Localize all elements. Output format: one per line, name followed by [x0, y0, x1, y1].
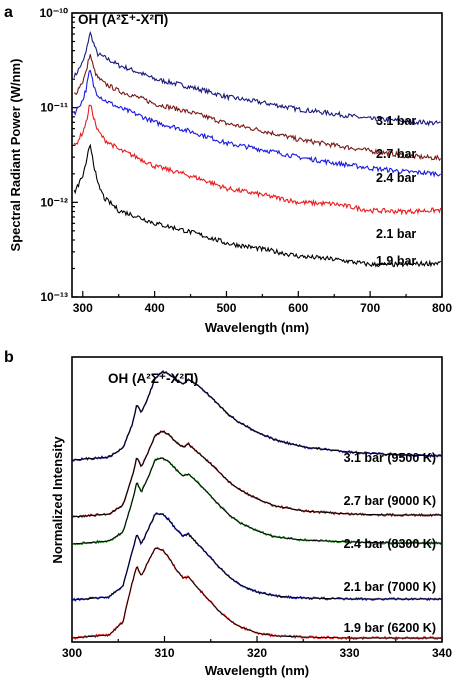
fit-line-b — [71, 513, 442, 601]
series-line-a — [73, 143, 441, 268]
series-label-a: 2.7 bar — [376, 147, 416, 161]
x-axis-label-b: Wavelength (nm) — [205, 663, 309, 678]
series-line-a — [73, 69, 441, 178]
annotation-b: OH (A²Σ⁺-X²Π) — [108, 371, 198, 386]
series-label-a: 1.9 bar — [376, 254, 416, 268]
x-tick-label-a: 800 — [432, 301, 452, 315]
y-tick-label-a: 10⁻¹¹ — [40, 101, 68, 115]
y-tick-label-a: 10⁻¹² — [40, 195, 68, 209]
series-label-a: 3.1 bar — [376, 114, 416, 128]
x-tick-label-b: 320 — [247, 646, 267, 660]
x-tick-label-b: 340 — [432, 646, 452, 660]
annotation-a: OH (A²Σ⁺-X²Π) — [78, 12, 168, 27]
panel-label-b: b — [4, 349, 14, 366]
fit-line-b — [71, 547, 442, 639]
fit-line-b — [71, 457, 442, 545]
x-tick-label-b: 310 — [154, 646, 174, 660]
panel-b: b 300 310 320 330 340 3.1 bar (9500 K) 2.7 ba… — [4, 349, 452, 678]
panel-label-a: a — [4, 4, 13, 21]
x-tick-label-a: 600 — [288, 301, 308, 315]
y-axis-label-b: Normalized Intensity — [50, 436, 65, 564]
y-tick-label-a: 10⁻¹⁰ — [40, 6, 69, 20]
y-axis-label-a: Spectral Radiant Power (W/nm) — [8, 59, 23, 252]
series-label-a: 2.1 bar — [376, 227, 416, 241]
series-label-b: 2.4 bar (8300 K) — [344, 537, 436, 551]
x-tick-label-a: 400 — [145, 301, 165, 315]
x-tick-label-b: 300 — [62, 646, 82, 660]
x-tick-label-a: 300 — [73, 301, 93, 315]
series-label-b: 2.7 bar (9000 K) — [344, 494, 436, 508]
series-line-a — [73, 54, 442, 162]
x-axis-label-a: Wavelength (nm) — [205, 320, 309, 335]
series-label-a: 2.4 bar — [376, 171, 416, 185]
plot-area-a — [71, 12, 443, 298]
panel-a: a 300 400 500 600 700 800 10⁻¹⁰ 10⁻¹¹ 10⁻¹² 10⁻¹³… — [4, 4, 452, 335]
series-label-b: 1.9 bar (6200 K) — [344, 621, 436, 635]
x-tick-label-a: 500 — [216, 301, 236, 315]
x-tick-label-a: 700 — [360, 301, 380, 315]
series-label-b: 2.1 bar (7000 K) — [344, 580, 436, 594]
x-tick-label-b: 330 — [339, 646, 359, 660]
fit-line-b — [71, 371, 442, 461]
y-tick-label-a: 10⁻¹³ — [40, 290, 68, 304]
fit-line-b — [71, 430, 442, 518]
series-label-b: 3.1 bar (9500 K) — [344, 451, 436, 465]
series-line-a — [73, 104, 442, 216]
series-line-a — [73, 30, 441, 127]
